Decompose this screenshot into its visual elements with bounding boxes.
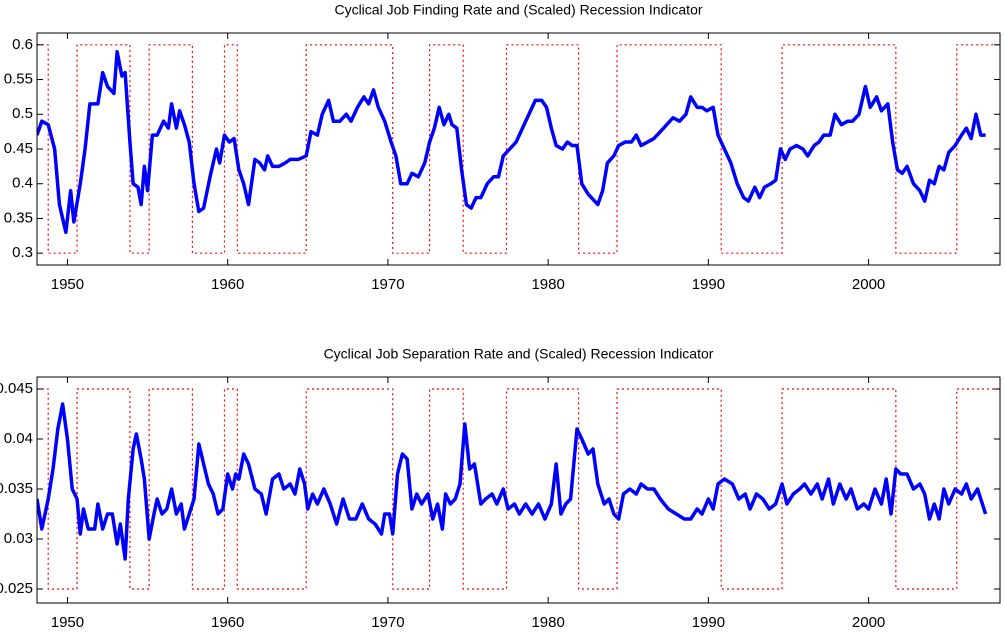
x-tick-label: 1950 <box>51 614 84 631</box>
x-tick-label: 2000 <box>852 614 885 631</box>
plot-area <box>37 388 1000 590</box>
chart-title: Cyclical Job Finding Rate and (Scaled) R… <box>334 2 702 18</box>
y-tick-label: 0.4 <box>12 175 33 192</box>
y-tick-label: 0.04 <box>4 430 33 447</box>
x-tick-label: 1970 <box>371 276 404 293</box>
y-tick-label: 0.3 <box>12 244 33 261</box>
y-tick-label: 0.025 <box>0 580 33 597</box>
chart-title: Cyclical Job Separation Rate and (Scaled… <box>324 346 714 362</box>
y-tick-label: 0.035 <box>0 480 33 497</box>
subplot: Cyclical Job Finding Rate and (Scaled) R… <box>4 2 1001 293</box>
line-series <box>37 44 1000 254</box>
line-series <box>37 50 986 235</box>
y-tick-label: 0.03 <box>4 530 33 547</box>
y-tick-label: 0.45 <box>4 140 33 157</box>
x-tick-label: 1980 <box>531 614 564 631</box>
x-tick-label: 1990 <box>692 614 725 631</box>
y-tick-label: 0.35 <box>4 209 33 226</box>
y-tick-label: 0.6 <box>12 36 33 53</box>
x-tick-label: 1980 <box>531 276 564 293</box>
x-tick-label: 1950 <box>51 276 84 293</box>
x-tick-label: 1990 <box>692 276 725 293</box>
x-tick-label: 1960 <box>211 614 244 631</box>
subplot: Cyclical Job Separation Rate and (Scaled… <box>0 346 1001 631</box>
line-series <box>37 402 988 561</box>
x-tick-label: 2000 <box>852 276 885 293</box>
x-tick-label: 1970 <box>371 614 404 631</box>
axes-frame <box>36 32 1001 266</box>
x-tick-label: 1960 <box>211 276 244 293</box>
y-tick-label: 0.55 <box>4 71 33 88</box>
y-tick-label: 0.045 <box>0 380 33 397</box>
axes-frame <box>36 376 1001 604</box>
plot-area <box>37 44 1000 254</box>
y-tick-label: 0.5 <box>12 105 33 122</box>
line-series <box>37 388 1000 590</box>
